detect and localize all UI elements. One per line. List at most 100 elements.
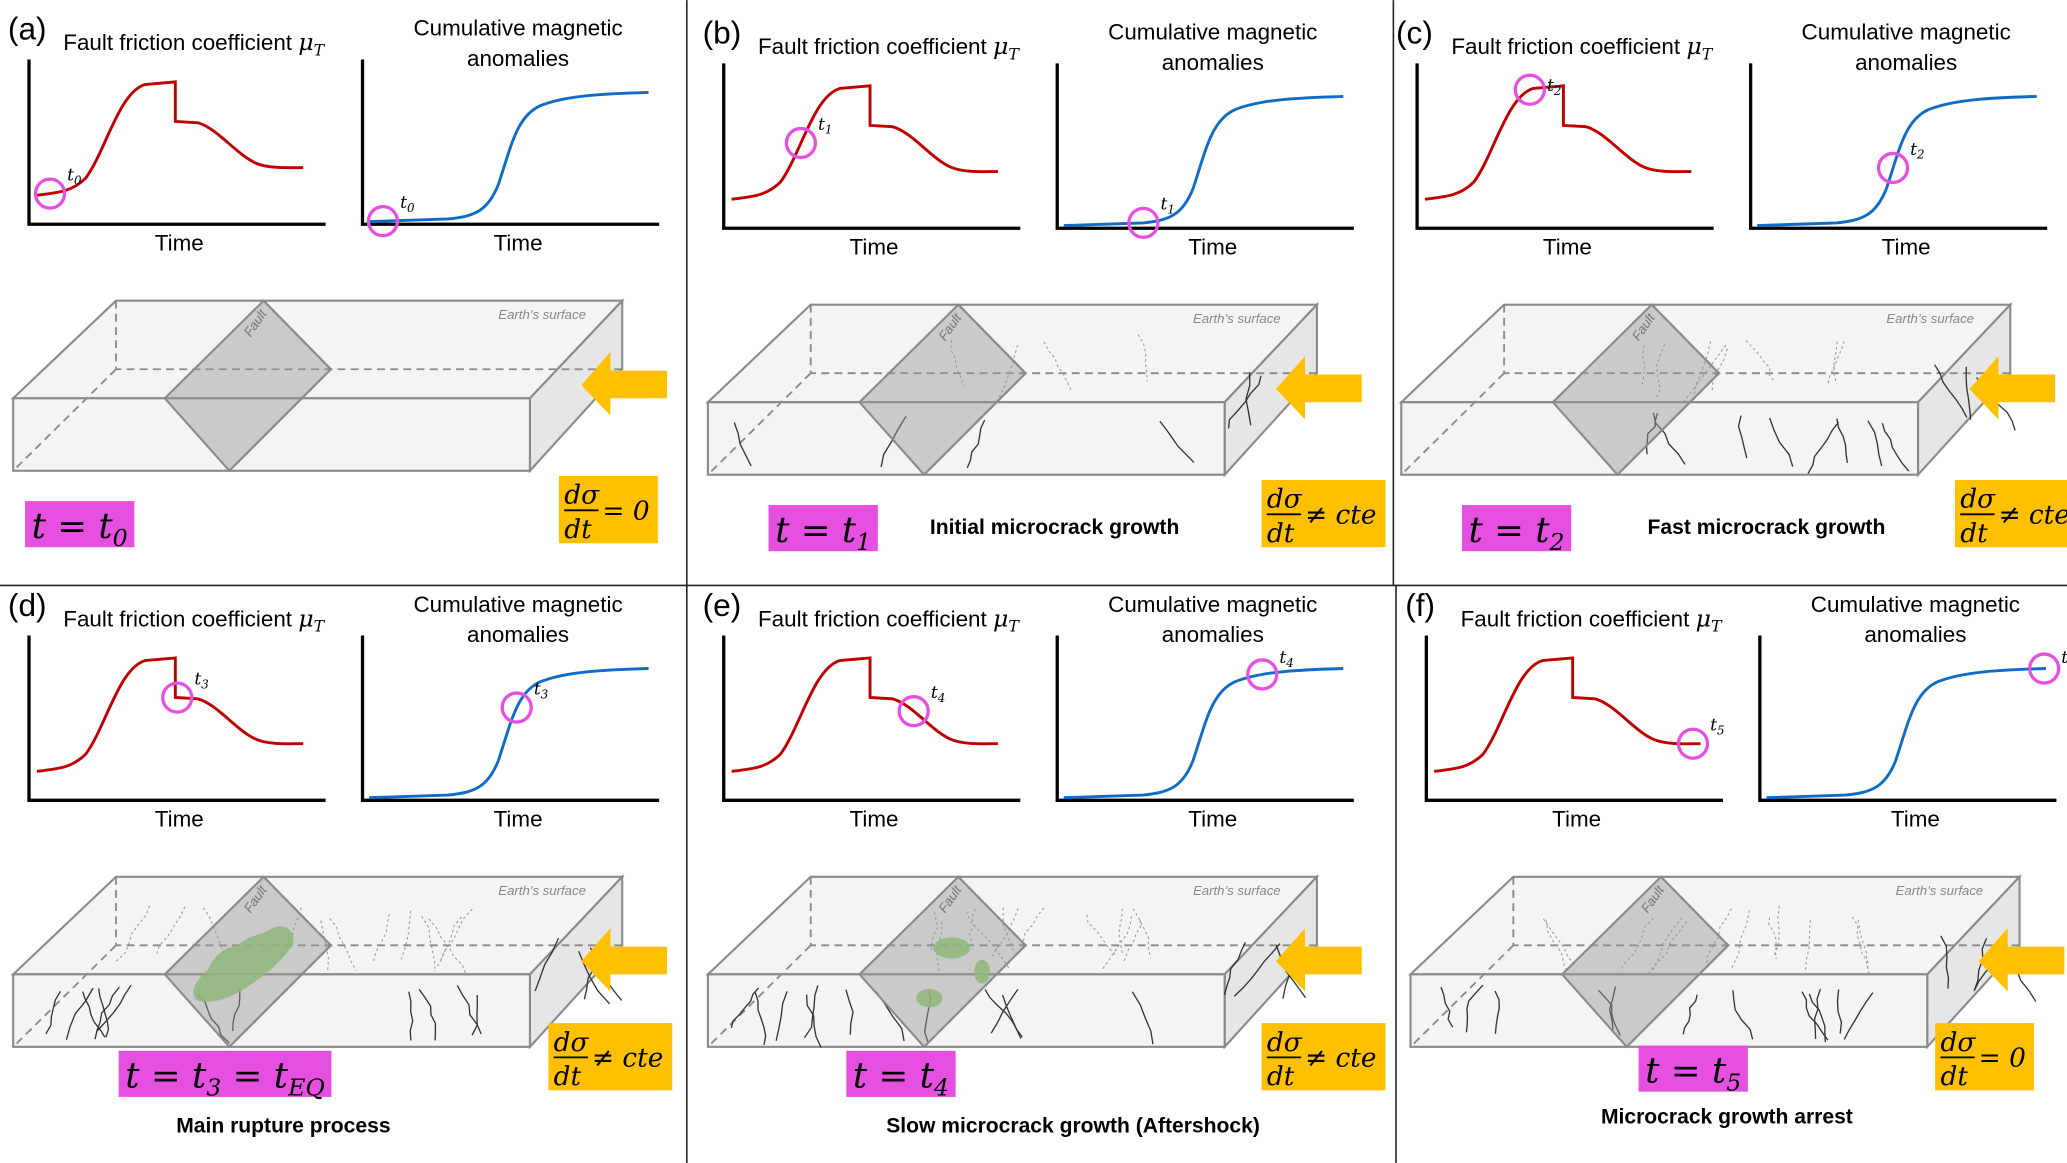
surface-crack-trace bbox=[1745, 340, 1775, 382]
stress-denominator: dt bbox=[1267, 519, 1295, 549]
magnetic-time-marker-label: t2 bbox=[1910, 140, 1924, 162]
panel-e: (e) Fault friction coefficient μTTimeCumu… bbox=[703, 587, 1386, 1138]
magnetic-x-label: Time bbox=[494, 231, 543, 256]
surface-crack-trace bbox=[287, 907, 302, 949]
surface-crack-trace bbox=[1851, 916, 1869, 972]
friction-time-marker-circle bbox=[1513, 73, 1546, 106]
fault-hidden-edge bbox=[228, 299, 333, 472]
magnetic-x-label: Time bbox=[1882, 235, 1931, 260]
fault-hidden-edge bbox=[923, 876, 1028, 1048]
panel-label: (b) bbox=[703, 15, 742, 51]
block-front-face bbox=[1400, 401, 1920, 476]
stress-denominator: dt bbox=[564, 515, 592, 545]
compression-arrow-icon bbox=[581, 352, 668, 416]
friction-axes bbox=[27, 635, 326, 802]
magnetic-chart: Cumulative magnetic anomalies Time bbox=[1055, 592, 1354, 832]
surface-crack-trace bbox=[1711, 348, 1728, 392]
friction-chart: Fault friction coefficient μT Time bbox=[27, 28, 326, 256]
magnetic-chart: Cumulative magnetic anomalies Time bbox=[1748, 20, 2048, 260]
side-microcrack bbox=[1223, 941, 1246, 996]
microcrack bbox=[1159, 420, 1195, 463]
surface-crack-trace bbox=[320, 920, 330, 972]
magnetic-time-marker-circle bbox=[2028, 652, 2061, 685]
surface-crack-trace bbox=[373, 913, 390, 962]
surface-crack-trace bbox=[1682, 344, 1727, 403]
stress-denominator: dt bbox=[1940, 1062, 1968, 1092]
friction-chart-title: Fault friction coefficient μT bbox=[1451, 32, 1713, 63]
time-state-badge: t = t3 = tEQ bbox=[118, 1050, 332, 1102]
surface-crack-trace bbox=[965, 911, 1011, 971]
friction-axes bbox=[722, 635, 1021, 802]
magnetic-axes bbox=[1758, 635, 2057, 802]
magnetic-time-marker-circle bbox=[1246, 658, 1279, 691]
friction-chart: Fault friction coefficient μT Time bbox=[27, 604, 326, 832]
block-front-face bbox=[1409, 973, 1929, 1048]
magnetic-chart-title-line1: Cumulative magnetic bbox=[413, 16, 622, 41]
mu-symbol: μ bbox=[1686, 32, 1701, 60]
magnetic-x-label: Time bbox=[1188, 807, 1237, 832]
hidden-edges bbox=[707, 304, 1317, 476]
microcrack bbox=[1494, 990, 1500, 1034]
friction-time-marker-circle bbox=[33, 177, 67, 210]
mu-subscript: T bbox=[1711, 617, 1723, 636]
microcrack bbox=[1732, 990, 1754, 1040]
microcrack bbox=[1808, 993, 1827, 1043]
magnetic-chart: Cumulative magnetic anomalies Time bbox=[1758, 592, 2057, 832]
panel-label: (d) bbox=[8, 587, 47, 623]
surface-crack-trace bbox=[1804, 920, 1811, 977]
microcrack bbox=[65, 987, 94, 1041]
microcrack bbox=[418, 988, 437, 1041]
side-microcrack bbox=[534, 937, 560, 992]
magnetic-chart: Cumulative magnetic anomalies Time bbox=[360, 592, 660, 832]
mu-subscript: T bbox=[1008, 44, 1020, 63]
hidden-edges bbox=[707, 876, 1317, 1048]
surface-crack-trace bbox=[421, 915, 436, 972]
time-state-badge: t = t1 bbox=[768, 505, 878, 556]
magnetic-chart-title-line2: anomalies bbox=[467, 622, 569, 647]
surface-crack-trace bbox=[1768, 917, 1777, 960]
magnetic-time-marker-label: t3 bbox=[534, 679, 548, 701]
stress-relation: = 0 bbox=[602, 497, 649, 527]
magnetic-curve bbox=[1766, 667, 2046, 800]
time-state-background bbox=[846, 1050, 956, 1097]
magnetic-chart-title-line1: Cumulative magnetic bbox=[413, 592, 622, 617]
block-front-face bbox=[706, 973, 1226, 1048]
surface-crack-trace bbox=[950, 340, 965, 387]
stress-relation: ≠ cte bbox=[1998, 500, 2067, 530]
magnetic-curve bbox=[1063, 667, 1344, 800]
microcrack bbox=[232, 989, 241, 1032]
microcrack bbox=[1645, 412, 1659, 455]
microcrack bbox=[97, 988, 110, 1038]
microcrack bbox=[1440, 986, 1454, 1028]
surface-crack-trace bbox=[936, 921, 943, 972]
friction-time-marker-circle bbox=[897, 695, 930, 728]
magnetic-chart-title-line2: anomalies bbox=[467, 46, 569, 71]
mu-symbol: μ bbox=[298, 604, 313, 632]
stress-denominator: dt bbox=[1267, 1062, 1295, 1092]
friction-time-marker-circle bbox=[161, 681, 194, 714]
friction-time-marker-circle bbox=[1676, 727, 1710, 760]
stage-caption: Main rupture process bbox=[176, 1115, 390, 1138]
surface-crack-trace bbox=[155, 906, 186, 956]
microcrack bbox=[1737, 415, 1748, 459]
magnetic-curve bbox=[1063, 94, 1344, 228]
microcrack bbox=[730, 987, 760, 1029]
magnetic-x-label: Time bbox=[1188, 235, 1237, 260]
magnetic-chart-title-line2: anomalies bbox=[1855, 50, 1957, 75]
microcrack bbox=[966, 419, 986, 469]
microcrack bbox=[1608, 986, 1617, 1033]
microcrack bbox=[845, 989, 854, 1035]
panel-label: (a) bbox=[8, 11, 47, 47]
fault-hidden-edge bbox=[1616, 303, 1721, 476]
earth-surface-label: Earth’s surface bbox=[1193, 311, 1281, 326]
microcracks bbox=[733, 334, 1262, 469]
side-microcrack bbox=[1973, 938, 1988, 992]
friction-title-text: Fault friction coefficient bbox=[1461, 606, 1696, 631]
surface-crack-trace bbox=[1123, 920, 1142, 962]
fault-hidden-edge bbox=[1625, 876, 1730, 1048]
microcrack bbox=[1881, 423, 1910, 472]
